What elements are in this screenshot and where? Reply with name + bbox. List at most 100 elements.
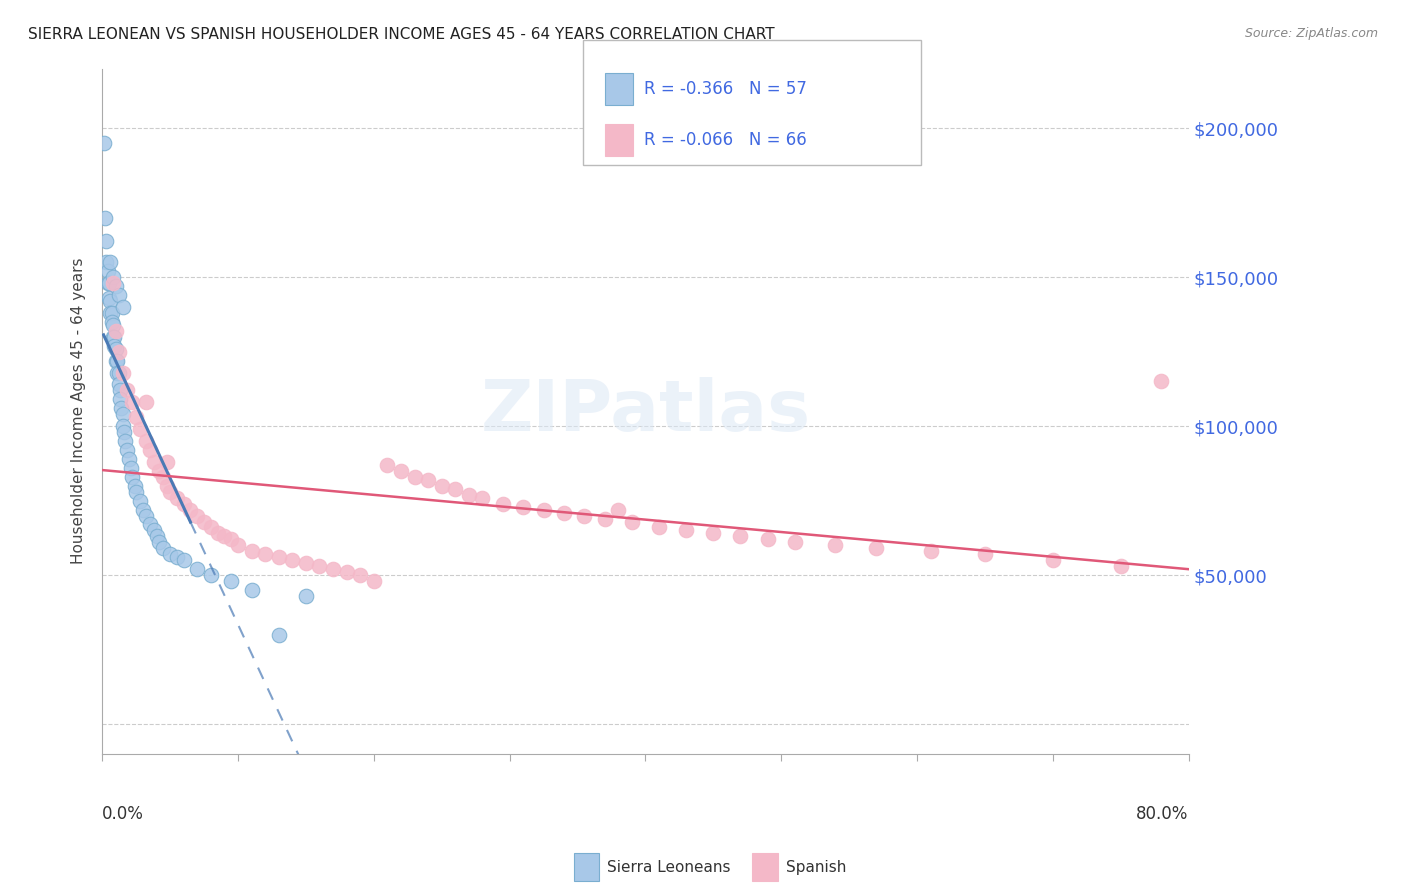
Point <box>97 264 120 278</box>
Point <box>1150 375 1173 389</box>
Point <box>214 529 236 543</box>
Point <box>138 517 160 532</box>
Point <box>254 547 277 561</box>
Text: 0.0%: 0.0% <box>103 805 143 823</box>
Text: ZIPatlas: ZIPatlas <box>481 376 810 446</box>
Point <box>148 464 170 478</box>
Point <box>98 291 121 305</box>
Point <box>824 538 846 552</box>
Text: R = -0.066   N = 66: R = -0.066 N = 66 <box>644 131 807 149</box>
Point <box>512 500 534 514</box>
Point <box>207 526 229 541</box>
Point <box>200 568 222 582</box>
Point <box>111 407 134 421</box>
Point <box>125 484 148 499</box>
Point <box>107 288 129 302</box>
Point <box>363 574 385 588</box>
Point <box>100 315 122 329</box>
Point <box>110 401 132 416</box>
Point <box>756 533 779 547</box>
Point <box>111 419 134 434</box>
Point <box>105 353 128 368</box>
Point <box>200 520 222 534</box>
Point <box>93 136 115 150</box>
Point <box>135 434 157 448</box>
Point <box>166 491 188 505</box>
Point <box>444 482 467 496</box>
Point <box>349 568 371 582</box>
Point <box>108 384 131 398</box>
Point <box>159 484 181 499</box>
Point <box>97 276 120 290</box>
Point <box>156 479 179 493</box>
Point <box>129 493 152 508</box>
Text: Sierra Leoneans: Sierra Leoneans <box>607 860 731 874</box>
Point <box>920 544 942 558</box>
Point <box>145 529 167 543</box>
Point <box>173 497 195 511</box>
Point <box>471 491 494 505</box>
Point <box>107 377 129 392</box>
Point <box>107 344 129 359</box>
Point <box>166 550 188 565</box>
Point <box>173 553 195 567</box>
Point <box>98 276 121 290</box>
Point <box>295 589 318 603</box>
Point <box>219 574 242 588</box>
Point <box>1042 553 1064 567</box>
Point <box>156 455 179 469</box>
Point <box>457 488 479 502</box>
Point <box>267 628 290 642</box>
Point <box>389 464 412 478</box>
Point <box>120 461 142 475</box>
Point <box>101 270 124 285</box>
Point <box>675 524 697 538</box>
Point <box>124 479 146 493</box>
Point <box>142 455 165 469</box>
Point <box>101 318 124 332</box>
Point <box>118 451 141 466</box>
Point <box>702 526 724 541</box>
Point <box>593 511 616 525</box>
Point <box>104 324 127 338</box>
Point <box>219 533 242 547</box>
Point <box>574 508 596 523</box>
Point <box>121 470 143 484</box>
Point <box>159 547 181 561</box>
Point <box>112 425 135 439</box>
Text: R = -0.366   N = 57: R = -0.366 N = 57 <box>644 79 807 97</box>
Point <box>322 562 344 576</box>
Point <box>103 330 125 344</box>
Point <box>783 535 806 549</box>
Point <box>308 559 330 574</box>
Point <box>553 506 575 520</box>
Point <box>607 502 630 516</box>
Text: SIERRA LEONEAN VS SPANISH HOUSEHOLDER INCOME AGES 45 - 64 YEARS CORRELATION CHAR: SIERRA LEONEAN VS SPANISH HOUSEHOLDER IN… <box>28 27 775 42</box>
Point <box>98 293 121 308</box>
Point <box>152 541 174 556</box>
Point <box>107 366 129 380</box>
Point <box>973 547 995 561</box>
Point <box>179 502 201 516</box>
Point <box>492 497 515 511</box>
Point <box>104 353 127 368</box>
Point <box>186 562 208 576</box>
Point <box>193 515 215 529</box>
Point <box>730 529 752 543</box>
Point <box>108 392 131 407</box>
Point <box>111 300 134 314</box>
Point <box>142 524 165 538</box>
Point <box>121 395 143 409</box>
Point <box>129 422 152 436</box>
Point <box>865 541 887 556</box>
Point <box>404 470 426 484</box>
Point <box>96 255 118 269</box>
Point <box>96 235 118 249</box>
Point <box>152 470 174 484</box>
Point <box>240 582 263 597</box>
Point <box>132 502 155 516</box>
Point <box>94 211 117 225</box>
Point <box>430 479 453 493</box>
Point <box>114 434 136 448</box>
Text: 80.0%: 80.0% <box>1136 805 1188 823</box>
